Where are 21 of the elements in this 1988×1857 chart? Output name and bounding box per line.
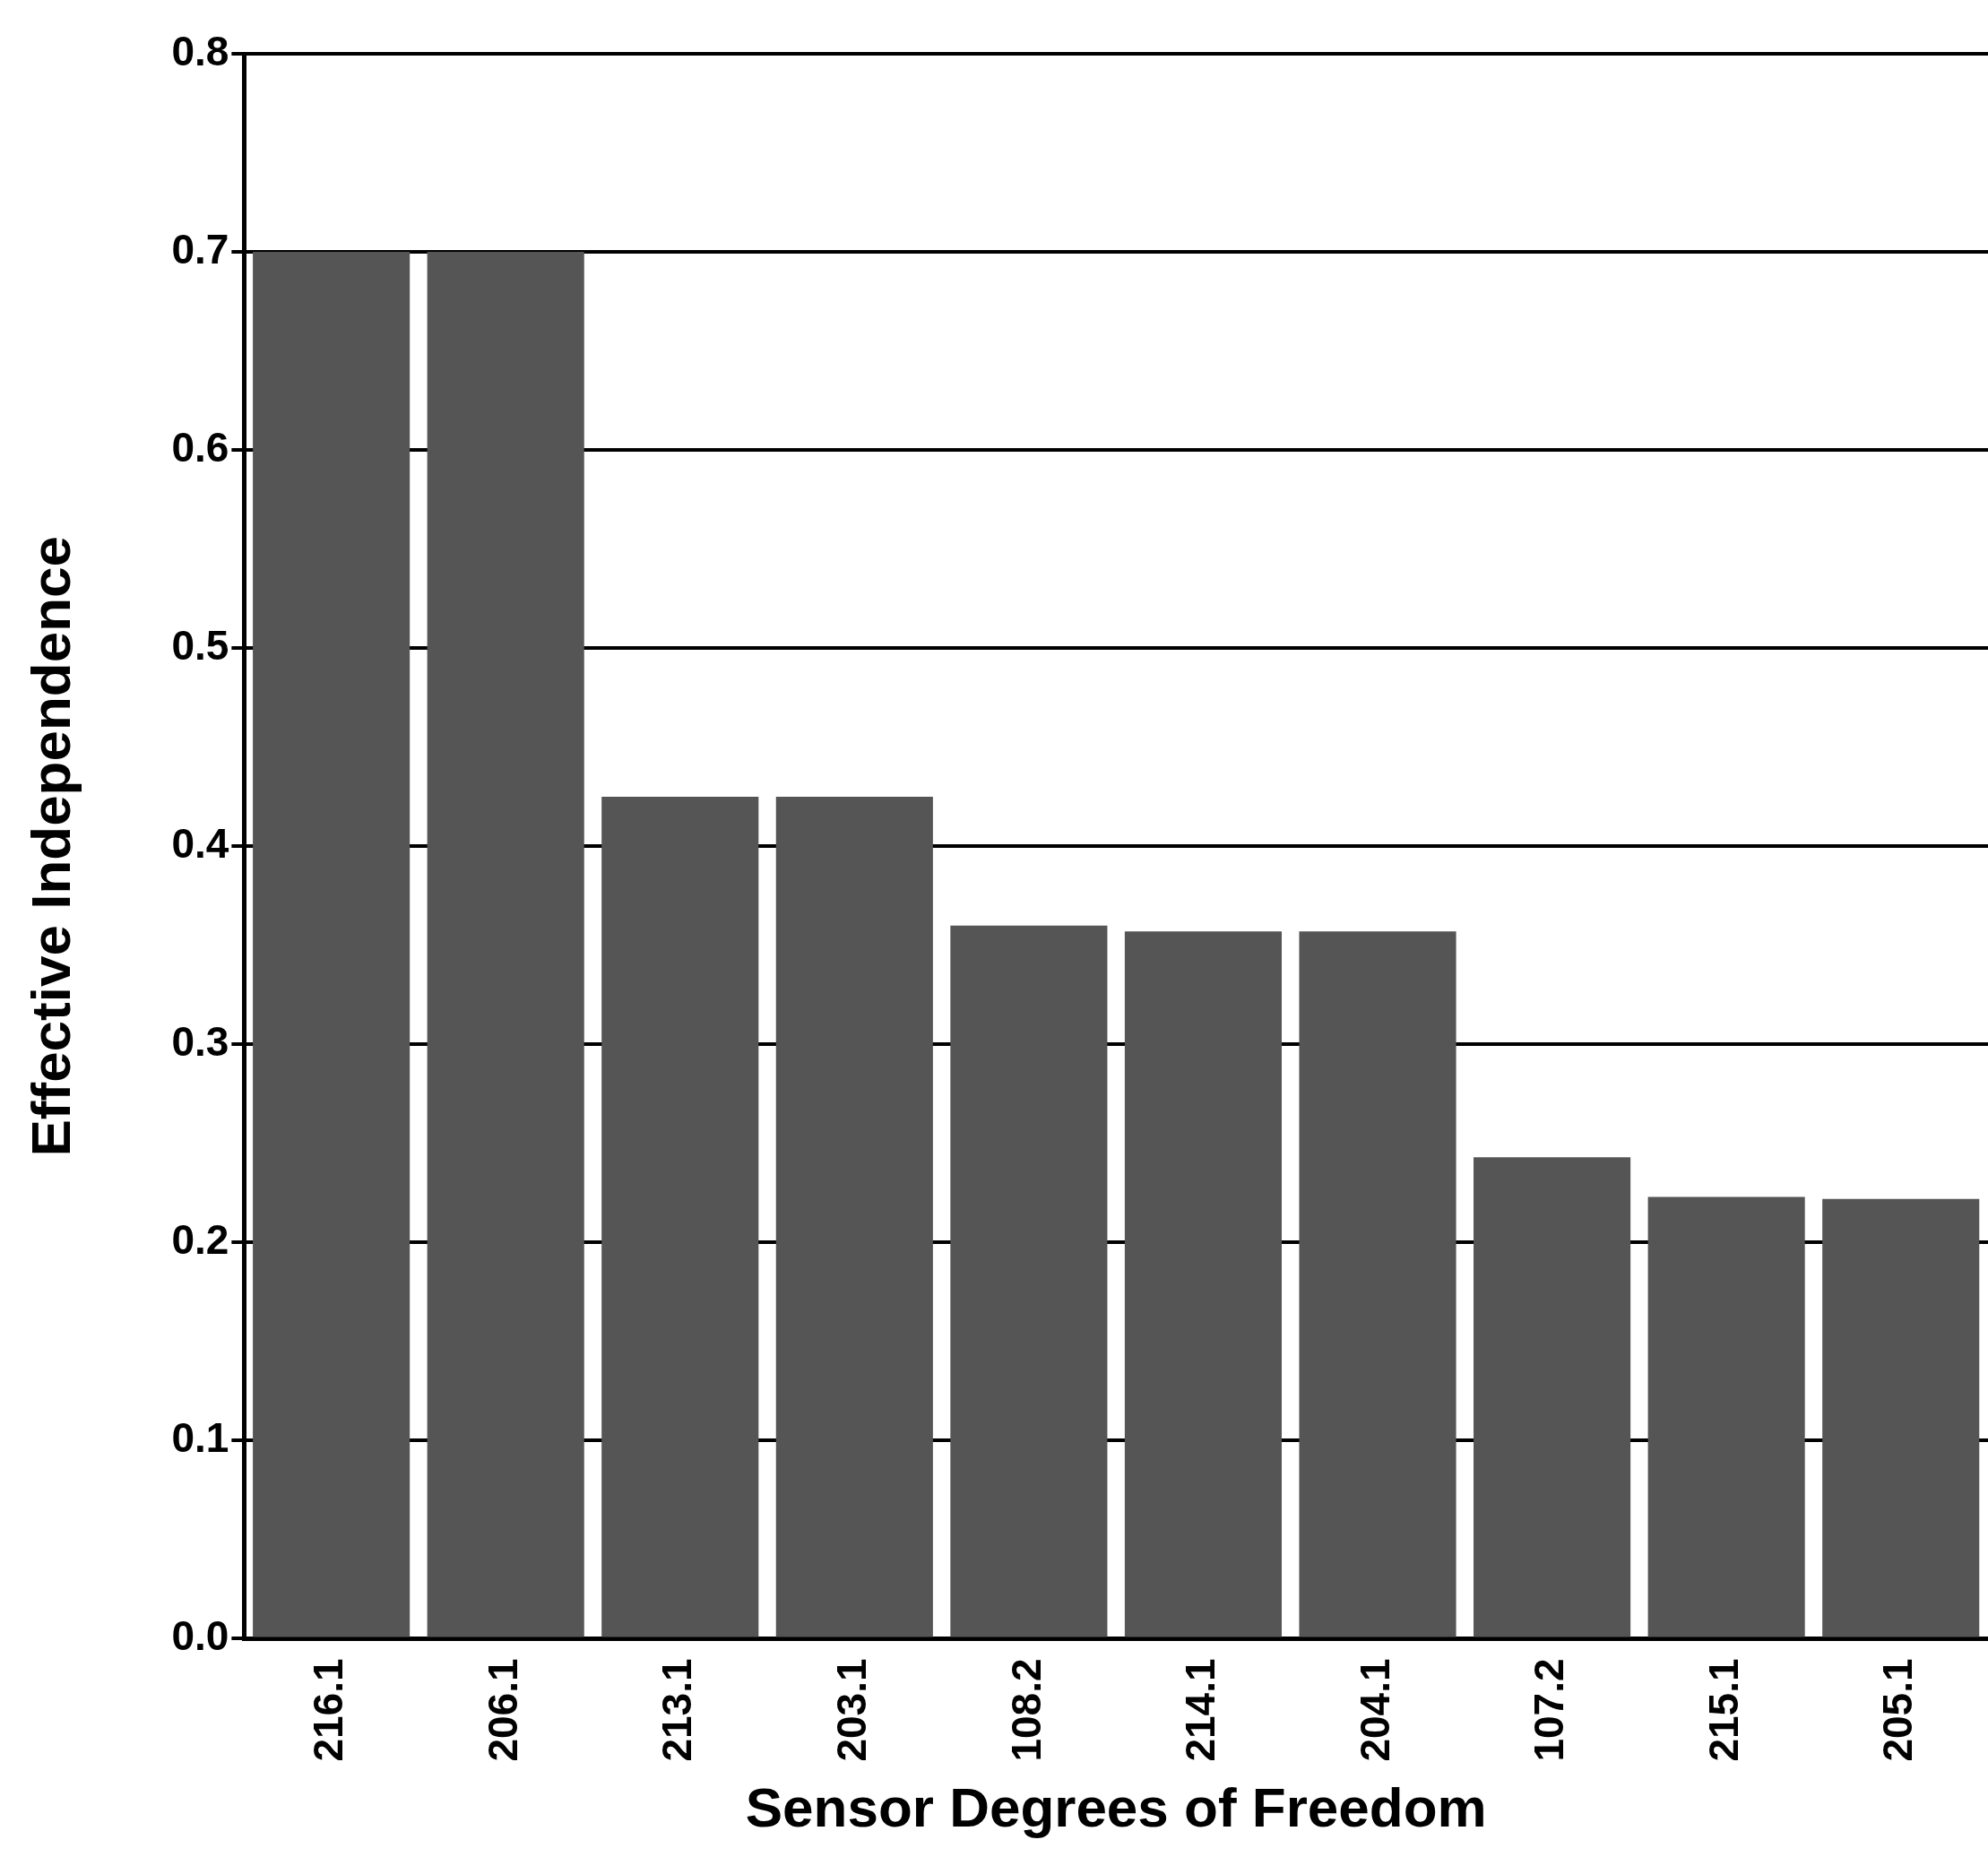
text: 0.0 xyxy=(171,1612,229,1660)
y-tick-label: 0.3 xyxy=(171,1017,229,1065)
x-tick-label: 108.2 xyxy=(1002,1658,1050,1762)
x-tick-label: 203.1 xyxy=(828,1658,876,1762)
x-tick-label: 213.1 xyxy=(653,1658,701,1762)
x-tick-label: 204.1 xyxy=(1351,1658,1398,1762)
y-tick-label: 0.5 xyxy=(171,621,229,669)
x-tick-label: 216.1 xyxy=(305,1658,352,1762)
x-tick-label: 214.1 xyxy=(1177,1658,1224,1762)
x-tick-label: 107.2 xyxy=(1526,1658,1573,1762)
y-tick-label: 0.2 xyxy=(171,1216,229,1264)
y-tick-label: 0.6 xyxy=(171,423,229,471)
y-tick-label: 0.7 xyxy=(171,225,229,272)
y-tick-label: 0.8 xyxy=(171,27,229,74)
y-axis-title: Effective Independence xyxy=(20,535,82,1157)
x-tick-label: 215.1 xyxy=(1699,1658,1747,1762)
y-tick-label: 0.1 xyxy=(171,1414,229,1462)
x-tick-label: 205.1 xyxy=(1874,1658,1922,1762)
y-tick-label: 0.4 xyxy=(171,819,229,867)
x-tick-label: 206.1 xyxy=(479,1658,526,1762)
x-axis-title: Sensor Degrees of Freedom xyxy=(745,1775,1487,1838)
